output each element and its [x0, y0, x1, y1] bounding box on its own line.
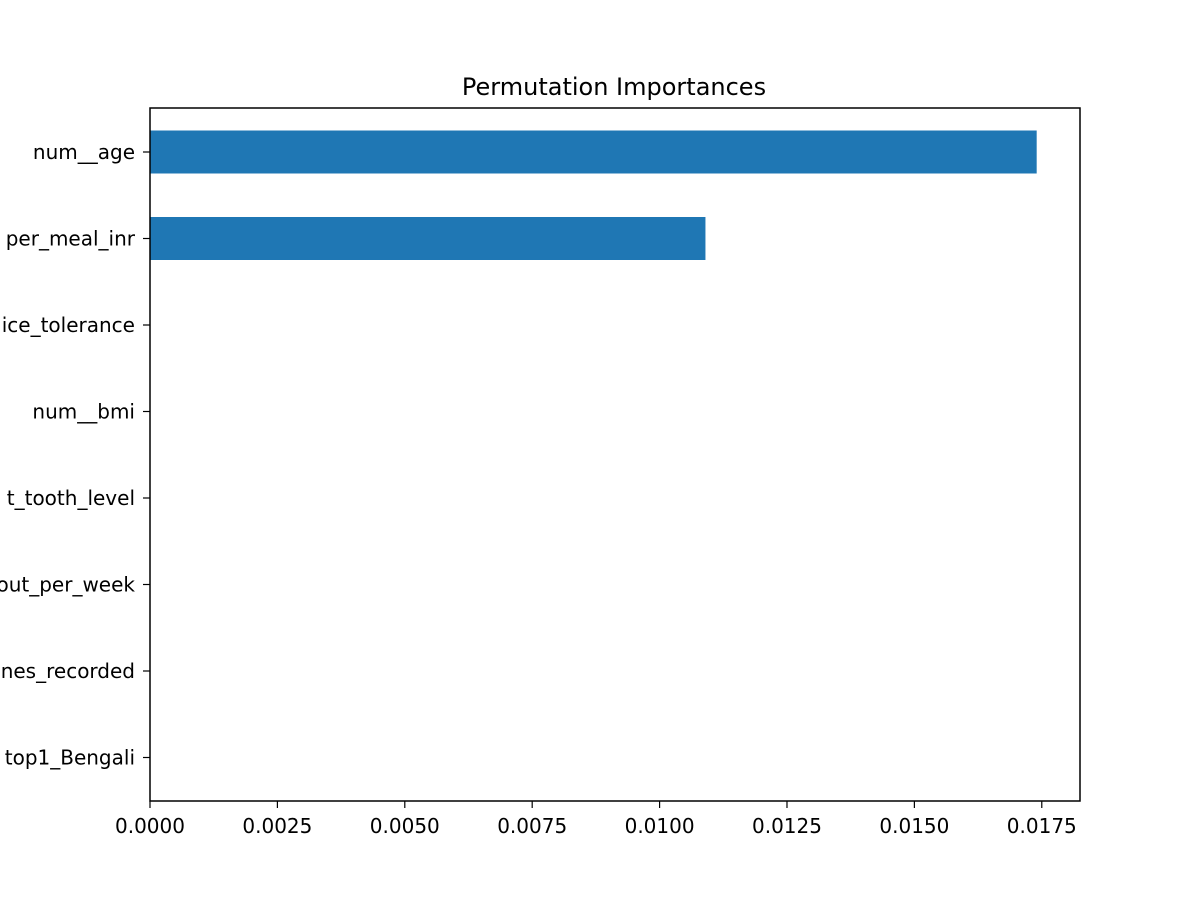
- y-axis-ticks: num__age per_meal_inr ice_tolerance num__bm…: [0, 140, 150, 770]
- y-tick-label: num__age: [33, 140, 135, 164]
- bar-per_meal_inr: [150, 217, 706, 260]
- x-tick-label: 0.0125: [752, 814, 822, 838]
- y-tick-label: ice_tolerance: [2, 313, 135, 337]
- y-tick-label: num__bmi: [32, 400, 135, 424]
- x-tick-label: 0.0150: [879, 814, 949, 838]
- x-tick-label: 0.0000: [115, 814, 185, 838]
- bars-group: [150, 130, 1037, 260]
- y-tick-label: top1_Bengali: [5, 746, 135, 770]
- x-axis-ticks: 0.0000 0.0025 0.0050 0.0075 0.0100 0.0125 0.01…: [115, 801, 1077, 838]
- x-tick-label: 0.0100: [625, 814, 695, 838]
- y-tick-label: nes_recorded: [1, 659, 135, 683]
- y-tick-label: out_per_week: [0, 573, 135, 597]
- bar-num__age: [150, 130, 1037, 174]
- x-tick-label: 0.0075: [497, 814, 567, 838]
- x-tick-label: 0.0175: [1007, 814, 1077, 838]
- x-tick-label: 0.0050: [370, 814, 440, 838]
- chart-title: Permutation Importances: [462, 73, 766, 101]
- y-tick-label: t_tooth_level: [7, 486, 135, 510]
- y-tick-label: per_meal_inr: [6, 227, 136, 251]
- plot-frame: [149, 107, 1081, 802]
- x-tick-label: 0.0025: [242, 814, 312, 838]
